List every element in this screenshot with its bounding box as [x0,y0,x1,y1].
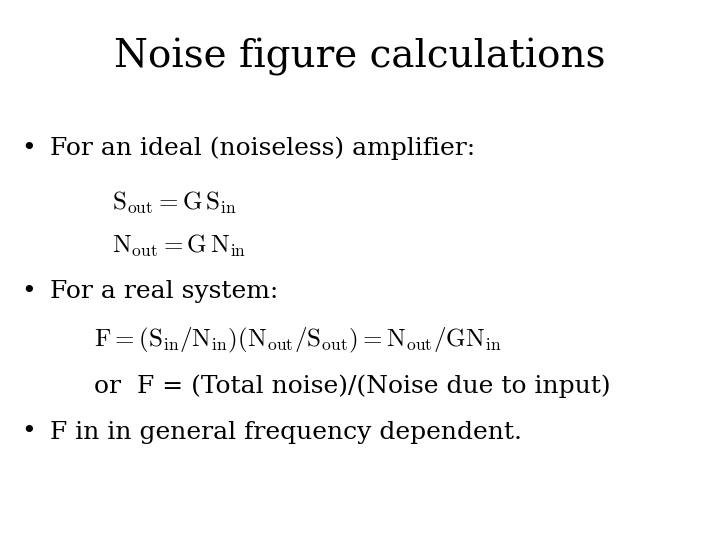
Text: •: • [22,421,36,443]
Text: F in in general frequency dependent.: F in in general frequency dependent. [50,421,523,443]
Text: •: • [22,137,36,160]
Text: Noise figure calculations: Noise figure calculations [114,38,606,76]
Text: or  F = (Total noise)/(Noise due to input): or F = (Total noise)/(Noise due to input… [94,374,611,398]
Text: •: • [22,280,36,303]
Text: $\mathrm{N_{out} = G\,N_{in}}$: $\mathrm{N_{out} = G\,N_{in}}$ [112,233,246,259]
Text: $\mathrm{F = (S_{in}/N_{in})(N_{out}/S_{out}) = N_{out}/GN_{in}}$: $\mathrm{F = (S_{in}/N_{in})(N_{out}/S_{… [94,326,501,355]
Text: For a real system:: For a real system: [50,280,279,303]
Text: $\mathrm{S_{out} = G\,S_{in}}$: $\mathrm{S_{out} = G\,S_{in}}$ [112,190,236,215]
Text: For an ideal (noiseless) amplifier:: For an ideal (noiseless) amplifier: [50,137,476,160]
